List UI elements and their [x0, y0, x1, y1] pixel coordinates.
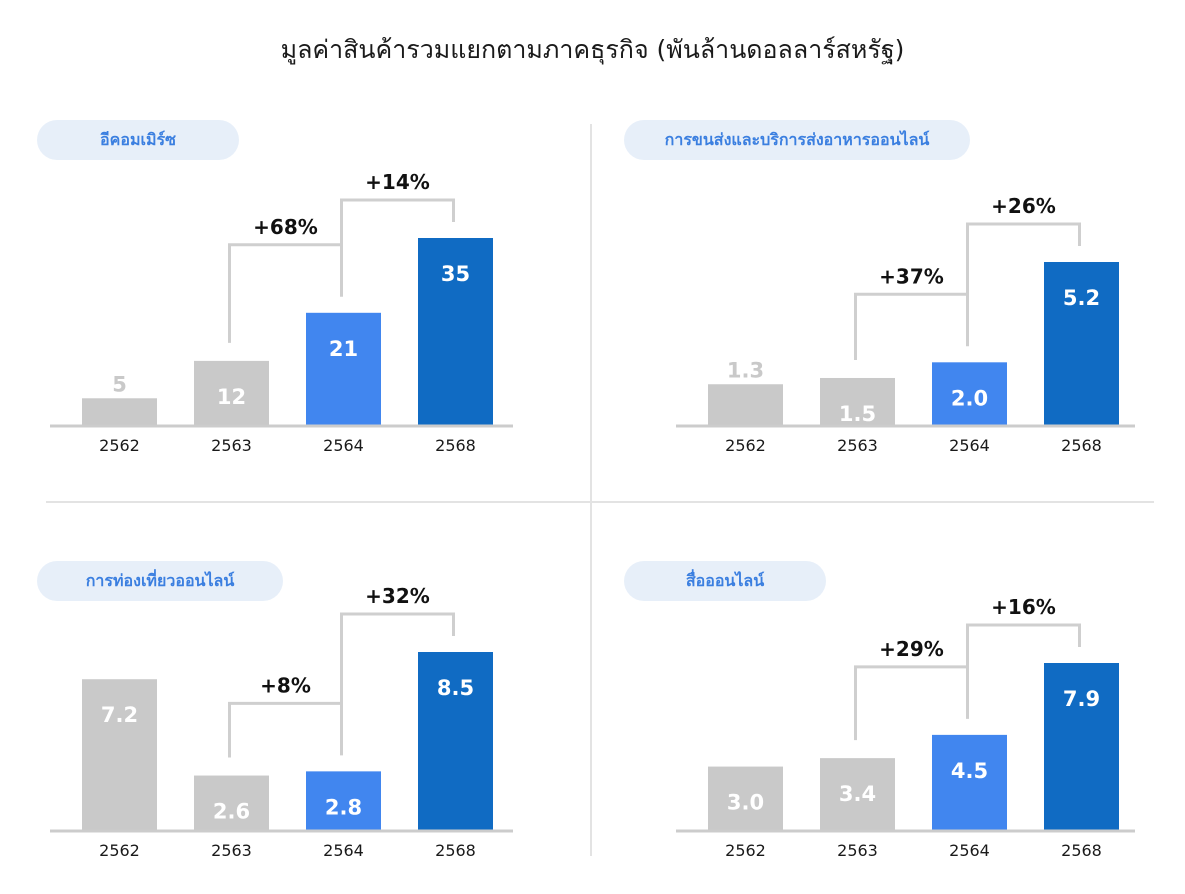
growth-bracket: [966, 623, 1081, 717]
vertical-divider: [590, 124, 592, 856]
horizontal-divider: [46, 501, 1154, 503]
value-label: 3.4: [839, 782, 876, 806]
bar-2562: [82, 679, 157, 830]
value-label: 4.5: [951, 759, 988, 783]
bar-chart: 7.2 2562 2.6 2563 2.8 2564 8.5 2568 +8% +32%: [50, 584, 513, 860]
x-tick-label: 2562: [99, 436, 140, 455]
value-label: 12: [217, 385, 246, 409]
bar-2563: [820, 377, 895, 425]
value-label: 3.0: [727, 791, 764, 815]
value-label: 1.3: [727, 358, 764, 382]
chart-title-pill: การท่องเที่ยวออนไลน์: [37, 561, 283, 601]
chart-panel-ecommerce: อีคอมเมิร์ซ 5 2562 12 2563 21 2564 35 2568 +68% +…: [0, 0, 592, 455]
x-tick-label: 2563: [211, 436, 252, 455]
growth-label: +37%: [879, 264, 944, 288]
chart-title-pill: สื่อออนไลน์: [624, 561, 826, 601]
value-label: 2.6: [213, 800, 250, 824]
growth-label: +29%: [879, 637, 944, 661]
x-tick-label: 2563: [837, 841, 878, 860]
x-tick-label: 2563: [837, 436, 878, 455]
x-tick-label: 2568: [1061, 841, 1102, 860]
bar-chart: 1.3 2562 1.5 2563 2.0 2564 5.2 2568 +37% +26%: [676, 194, 1135, 455]
value-label: 2.0: [951, 386, 988, 410]
chart-title-pill: อีคอมเมิร์ซ: [37, 120, 239, 160]
growth-bracket: [966, 222, 1081, 345]
x-tick-label: 2564: [949, 841, 990, 860]
growth-label: +8%: [260, 673, 311, 697]
growth-bracket: [340, 198, 455, 295]
growth-label: +68%: [253, 215, 318, 239]
bar-2564: [932, 362, 1007, 425]
value-label: 21: [329, 337, 358, 361]
value-label: 7.2: [101, 703, 138, 727]
value-label: 5.2: [1063, 286, 1100, 310]
bar-2563: [820, 758, 895, 830]
bar-2563: [194, 360, 269, 425]
x-tick-label: 2562: [725, 436, 766, 455]
bar-2562: [82, 398, 157, 425]
bar-2562: [708, 384, 783, 425]
x-tick-label: 2564: [323, 436, 364, 455]
x-tick-label: 2564: [323, 841, 364, 860]
x-tick-label: 2562: [99, 841, 140, 860]
growth-label: +26%: [991, 194, 1056, 218]
x-tick-label: 2568: [435, 436, 476, 455]
chart-panel-media: สื่อออนไลน์ 3.0 2562 3.4 2563 4.5 2564 7.9 2568…: [592, 447, 1184, 894]
x-tick-label: 2562: [725, 841, 766, 860]
chart-title-pill: การขนส่งและบริการส่งอาหารออนไลน์: [624, 120, 970, 160]
growth-label: +16%: [991, 595, 1056, 619]
growth-label: +32%: [365, 584, 430, 608]
growth-label: +14%: [365, 170, 430, 194]
page-title: มูลค่าสินค้ารวมแยกตามภาคธุรกิจ (พันล้านด…: [280, 35, 905, 64]
x-tick-label: 2568: [1061, 436, 1102, 455]
bar-2563: [194, 775, 269, 830]
bar-chart: 5 2562 12 2563 21 2564 35 2568 +68% +14%: [50, 170, 513, 455]
growth-bracket: [854, 292, 969, 360]
bar-2564: [306, 771, 381, 830]
bar-2562: [708, 766, 783, 830]
bar-chart: 3.0 2562 3.4 2563 4.5 2564 7.9 2568 +29% +16%: [676, 595, 1135, 860]
value-label: 8.5: [437, 676, 474, 700]
growth-bracket: [228, 701, 343, 758]
bar-2568: [418, 652, 493, 830]
bar-2564: [306, 312, 381, 425]
bar-2568: [1044, 262, 1119, 425]
growth-bracket: [340, 612, 455, 754]
value-label: 7.9: [1063, 687, 1100, 711]
value-label: 5: [112, 372, 127, 396]
growth-bracket: [854, 665, 969, 741]
value-label: 1.5: [839, 402, 876, 426]
x-tick-label: 2564: [949, 436, 990, 455]
x-tick-label: 2563: [211, 841, 252, 860]
chart-panel-travel: การท่องเที่ยวออนไลน์ 7.2 2562 2.6 2563 2.8 25…: [0, 447, 592, 894]
x-tick-label: 2568: [435, 841, 476, 860]
bar-2564: [932, 734, 1007, 830]
value-label: 35: [441, 262, 470, 286]
value-label: 2.8: [325, 795, 362, 819]
chart-panel-delivery: การขนส่งและบริการส่งอาหารออนไลน์ 1.3 2562…: [592, 0, 1184, 455]
bar-2568: [1044, 663, 1119, 830]
bar-2568: [418, 238, 493, 425]
